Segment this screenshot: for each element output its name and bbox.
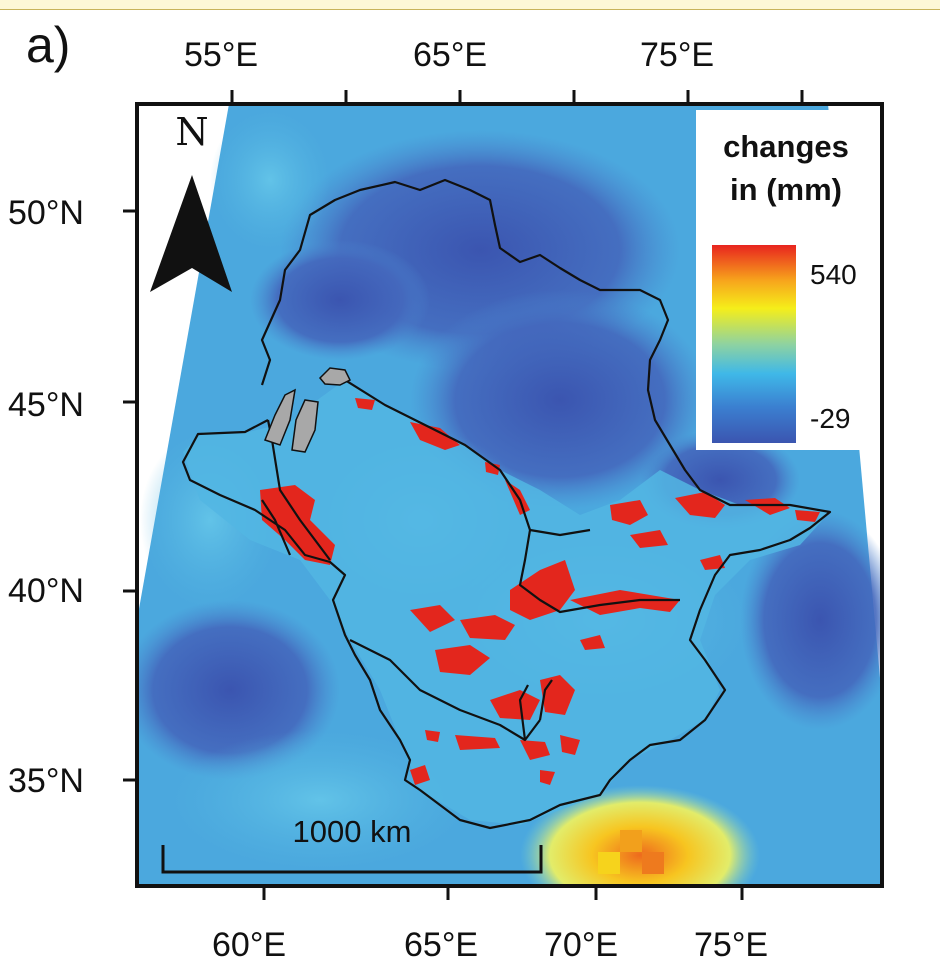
- north-arrow: N: [150, 110, 232, 292]
- scale-bar: 1000 km: [161, 814, 543, 874]
- legend: changes in (mm) 540 -29: [696, 110, 876, 450]
- north-arrow-label: N: [175, 110, 208, 154]
- left-tick-marks: [123, 209, 137, 782]
- map-frame: [135, 102, 884, 888]
- legend-colorbar: [712, 245, 796, 443]
- legend-title-line2: in (mm): [730, 172, 842, 207]
- top-lon-label: 65°E: [413, 36, 488, 74]
- top-tick-marks: [230, 90, 804, 104]
- bottom-lon-label: 65°E: [404, 926, 479, 964]
- left-lat-label: 35°N: [8, 762, 84, 800]
- basin-interior-fill: [183, 380, 830, 825]
- panel-label: a): [26, 17, 71, 73]
- bottom-lon-label: 75°E: [694, 926, 769, 964]
- bottom-lon-label: 70°E: [544, 926, 619, 964]
- aral-sea: [264, 367, 352, 453]
- left-lat-label: 50°N: [8, 194, 84, 232]
- top-lon-label: 75°E: [640, 36, 715, 74]
- bottom-lon-label: 60°E: [212, 926, 287, 964]
- legend-max-value: 540: [810, 259, 857, 290]
- map-raster: [137, 104, 882, 886]
- top-border-strip: [0, 0, 940, 10]
- legend-title-line1: changes: [723, 129, 849, 164]
- top-lon-label: 55°E: [184, 36, 259, 74]
- left-lat-label: 45°N: [8, 386, 84, 424]
- legend-min-value: -29: [810, 403, 850, 434]
- north-arrow-icon: [150, 175, 232, 292]
- scale-bar-label: 1000 km: [293, 814, 412, 849]
- left-lat-label: 40°N: [8, 572, 84, 610]
- bottom-tick-marks: [262, 886, 744, 900]
